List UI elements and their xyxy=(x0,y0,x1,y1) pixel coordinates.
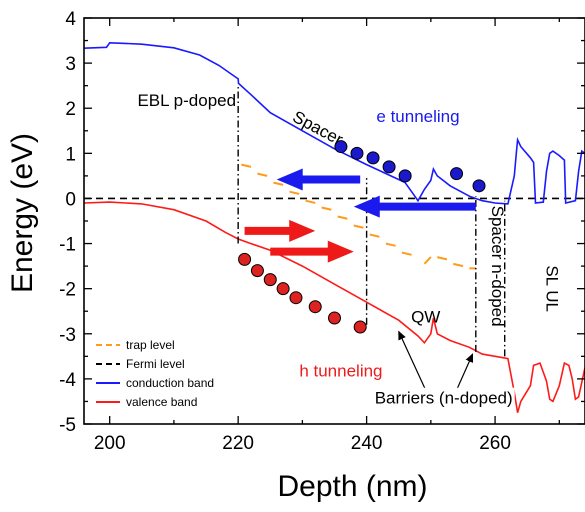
electron-dot xyxy=(366,151,380,165)
axes: 200 220 240 260 -5 -4 -3 -2 -1 0 1 2 3 4 xyxy=(59,9,585,454)
x-tick-label: 220 xyxy=(222,433,254,454)
trap-level-dash xyxy=(423,256,432,265)
trap-level-dash xyxy=(385,242,396,247)
e-tunneling-label: e tunneling xyxy=(376,107,459,126)
sl-ul-label: SL UL xyxy=(542,265,561,312)
trap-level-dash xyxy=(241,163,252,168)
legend-label: valence band xyxy=(126,395,197,409)
x-tick-label: 240 xyxy=(351,433,383,454)
x-tick-label: 260 xyxy=(479,433,511,454)
hole-dot xyxy=(276,282,290,296)
trap-level-dash xyxy=(257,172,268,177)
h-tunneling-arrow xyxy=(270,240,354,263)
e-tunneling-arrow xyxy=(276,168,361,191)
y-tick-label: 3 xyxy=(65,54,76,75)
trap-level-dash xyxy=(289,190,300,195)
h-tunneling-arrow xyxy=(244,219,316,242)
spacer-label: Spacer xyxy=(290,107,347,149)
hole-dot xyxy=(238,252,252,266)
x-axis-title: Depth (nm) xyxy=(277,470,427,503)
y-tick-label: -1 xyxy=(59,235,76,256)
ebl-label: EBL p-doped xyxy=(137,91,236,110)
hole-dot xyxy=(328,311,341,325)
annotation-layer: EBL p-doped Spacer e tunneling h tunneli… xyxy=(137,91,561,409)
electron-dot xyxy=(472,179,486,193)
barrier-pointer-arrow xyxy=(455,353,474,391)
y-tick-label: -4 xyxy=(59,370,76,391)
legend-label: conduction band xyxy=(126,376,214,390)
y-tick-label: -2 xyxy=(59,280,76,301)
trap-level-dash xyxy=(401,251,412,256)
trap-level-dash xyxy=(273,181,284,186)
trap-level-dash xyxy=(305,199,316,204)
hole-dot xyxy=(250,264,264,278)
electron-dot xyxy=(450,167,464,181)
h-tunneling-label: h tunneling xyxy=(299,362,382,381)
barriers-label: Barriers (n-doped) xyxy=(375,389,513,408)
trap-level-dash xyxy=(321,206,332,211)
y-tick-label: 2 xyxy=(65,99,76,120)
spacer-n-doped-label: Spacer n-doped xyxy=(488,206,507,327)
plot-content xyxy=(84,41,585,413)
legend: trap level Fermi level conduction band vale… xyxy=(96,338,214,409)
y-tick-label: 0 xyxy=(65,189,76,210)
x-tick-label: 200 xyxy=(94,433,126,454)
barriers-label-background xyxy=(372,387,515,409)
y-tick-label: 1 xyxy=(65,144,76,165)
electron-dot xyxy=(350,146,364,160)
conduction-band-line xyxy=(84,41,585,205)
electron-dot xyxy=(382,160,396,174)
barrier-pointer-arrow xyxy=(398,330,427,391)
y-tick-label: -5 xyxy=(59,415,76,436)
hole-dot xyxy=(289,291,303,305)
electron-dot xyxy=(398,169,412,183)
electron-dot xyxy=(334,140,348,154)
legend-label: Fermi level xyxy=(126,357,185,371)
y-axis-title: Energy (eV) xyxy=(6,133,39,293)
legend-label: trap level xyxy=(126,338,175,352)
hole-dot xyxy=(308,300,322,314)
valence-band-line xyxy=(84,201,585,413)
trap-level-dash xyxy=(369,233,380,238)
e-tunneling-arrow xyxy=(353,195,476,218)
y-tick-label: -3 xyxy=(59,325,76,346)
y-tick-label: 4 xyxy=(65,9,76,30)
trap-level-dash xyxy=(353,224,364,229)
trap-level-dash xyxy=(337,215,348,220)
hole-dot xyxy=(263,273,277,287)
trap-level-dash xyxy=(437,256,448,261)
trap-level-dash xyxy=(453,262,464,268)
hole-dot xyxy=(353,320,367,334)
qw-label: QW xyxy=(411,308,440,327)
